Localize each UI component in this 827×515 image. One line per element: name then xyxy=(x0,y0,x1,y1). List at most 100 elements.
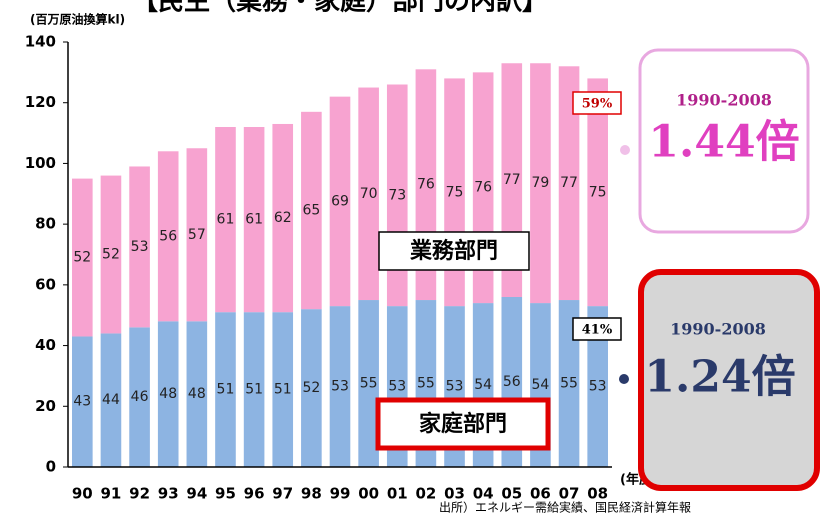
data-label: 55 xyxy=(560,376,578,392)
data-label: 54 xyxy=(532,377,550,393)
bar-segment xyxy=(301,309,322,467)
data-label: 56 xyxy=(503,374,521,390)
x-tick-label: 04 xyxy=(473,485,494,503)
business-share: 59% xyxy=(582,97,613,112)
y-tick-label: 40 xyxy=(35,336,56,354)
bar-segment xyxy=(301,111,322,310)
x-tick-label: 95 xyxy=(215,485,236,503)
x-tick-label: 96 xyxy=(244,485,265,503)
bar-segment xyxy=(558,300,580,467)
x-tick-label: 01 xyxy=(387,485,408,503)
x-tick-label: 03 xyxy=(444,485,465,503)
bar-segment xyxy=(558,66,580,301)
data-label: 69 xyxy=(331,193,349,209)
pointer-dot xyxy=(619,374,629,384)
bar-segment xyxy=(358,300,379,467)
data-label: 55 xyxy=(360,376,378,392)
data-label: 53 xyxy=(446,379,464,395)
bar-segment xyxy=(72,178,93,337)
bar-segment xyxy=(100,333,122,467)
bar-segment xyxy=(129,327,150,467)
business-label: 業務部門 xyxy=(410,238,498,264)
y-tick-label: 140 xyxy=(25,33,56,51)
data-label: 54 xyxy=(474,377,492,393)
bar-segment xyxy=(243,127,265,313)
y-tick-label: 0 xyxy=(46,458,56,476)
business-label-box xyxy=(378,231,530,271)
x-tick-label: 98 xyxy=(301,485,322,503)
x-tick-label: 90 xyxy=(72,485,93,503)
y-tick-label: 120 xyxy=(25,93,56,111)
x-tick-label: 92 xyxy=(129,485,150,503)
bar-segment xyxy=(186,321,208,467)
y-tick-label: 100 xyxy=(25,154,56,172)
bar-segment xyxy=(100,175,122,334)
y-tick-label: 80 xyxy=(35,215,56,233)
business-ratio-box xyxy=(638,48,810,234)
x-tick-label: 02 xyxy=(415,485,436,503)
business-period: 1990-2008 xyxy=(676,91,772,110)
x-tick-label: 99 xyxy=(330,485,351,503)
x-tick-label: 91 xyxy=(101,485,122,503)
household-share: 41% xyxy=(582,323,613,338)
data-label: 61 xyxy=(245,212,263,228)
bar-segment xyxy=(72,336,93,467)
business-ratio: 1.44倍 xyxy=(648,117,799,168)
household-label: 家庭部門 xyxy=(419,411,507,437)
bar-segment xyxy=(530,63,551,304)
x-tick-label: 06 xyxy=(530,485,551,503)
x-tick-label: 08 xyxy=(587,485,608,503)
data-label: 53 xyxy=(131,239,149,255)
chart-title: 【民生（業務・家庭）部門の内訳】 xyxy=(132,0,548,17)
household-share-box xyxy=(572,317,622,341)
bar-segment xyxy=(243,312,265,467)
data-label: 46 xyxy=(131,389,149,405)
y-axis-label: (百万原油換算kl) xyxy=(30,12,125,27)
data-label: 48 xyxy=(159,386,177,402)
data-label: 43 xyxy=(73,394,91,410)
pointer-dot xyxy=(620,145,630,155)
data-label: 75 xyxy=(589,184,607,200)
x-tick-label: 93 xyxy=(158,485,179,503)
data-label: 76 xyxy=(474,180,492,196)
bar-segment xyxy=(587,306,608,467)
data-label: 53 xyxy=(331,379,349,395)
data-label: 77 xyxy=(560,175,578,191)
data-label: 75 xyxy=(446,184,464,200)
data-label: 62 xyxy=(274,210,292,226)
x-tick-label: 94 xyxy=(186,485,207,503)
bar-segment xyxy=(129,166,150,328)
data-label: 55 xyxy=(417,376,435,392)
data-label: 65 xyxy=(302,202,320,218)
data-label: 77 xyxy=(503,172,521,188)
bar-segment xyxy=(587,78,608,307)
x-tick-label: 97 xyxy=(272,485,293,503)
data-label: 73 xyxy=(388,187,406,203)
data-label: 70 xyxy=(360,186,378,202)
x-tick-label: 00 xyxy=(358,485,379,503)
bar-segment xyxy=(157,151,179,322)
household-period: 1990-2008 xyxy=(670,320,766,339)
data-label: 51 xyxy=(217,382,235,398)
data-label: 56 xyxy=(159,228,177,244)
bar-segment xyxy=(186,148,208,322)
data-label: 53 xyxy=(589,379,607,395)
bar-segment xyxy=(272,312,294,467)
y-tick-label: 20 xyxy=(35,397,56,415)
data-label: 51 xyxy=(274,382,292,398)
bar-segment xyxy=(358,87,379,301)
data-label: 52 xyxy=(73,250,91,266)
data-label: 51 xyxy=(245,382,263,398)
bar-segment xyxy=(329,96,351,307)
data-label: 53 xyxy=(388,379,406,395)
data-label: 57 xyxy=(188,227,206,243)
bar-segment xyxy=(215,312,236,467)
data-label: 52 xyxy=(302,380,320,396)
business-share-box xyxy=(572,91,622,115)
x-tick-label: 07 xyxy=(559,485,580,503)
x-tick-label: 05 xyxy=(501,485,522,503)
data-label: 52 xyxy=(102,247,120,263)
data-label: 79 xyxy=(532,175,550,191)
household-label-box xyxy=(375,397,551,451)
y-tick-label: 60 xyxy=(35,275,56,293)
